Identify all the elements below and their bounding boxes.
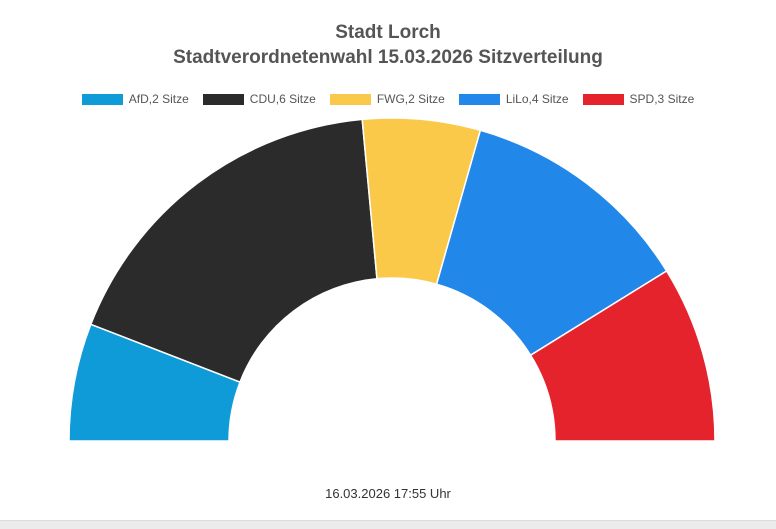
legend-label-lilo: LiLo,4 Sitze [505, 92, 569, 106]
legend-label-afd: AfD,2 Sitze [128, 92, 189, 106]
chart-title: Stadt Lorch [335, 22, 441, 43]
legend-item-fwg[interactable]: FWG,2 Sitze [329, 92, 445, 106]
legend-label-spd: SPD,3 Sitze [629, 92, 695, 106]
seat-segment-spd[interactable] [529, 269, 716, 442]
legend-item-cdu[interactable]: CDU,6 Sitze [202, 92, 316, 106]
legend-swatch-cdu [202, 93, 244, 105]
legend-swatch-fwg [329, 93, 371, 105]
chart-timestamp: 16.03.2026 17:55 Uhr [325, 486, 451, 501]
legend-swatch-afd [81, 93, 123, 105]
chart-subtitle: Stadtverordnetenwahl 15.03.2026 Sitzvert… [173, 47, 603, 68]
seat-segment-cdu[interactable] [89, 118, 378, 384]
legend-swatch-lilo [458, 93, 500, 105]
legend-swatch-spd [582, 93, 624, 105]
chart-legend: AfD,2 Sitze CDU,6 Sitze FWG,2 Sitze LiLo… [0, 92, 776, 106]
bottom-scroll-area [0, 520, 776, 529]
legend-item-spd[interactable]: SPD,3 Sitze [582, 92, 695, 106]
legend-label-cdu: CDU,6 Sitze [249, 92, 316, 106]
legend-label-fwg: FWG,2 Sitze [376, 92, 445, 106]
legend-item-afd[interactable]: AfD,2 Sitze [81, 92, 189, 106]
legend-item-lilo[interactable]: LiLo,4 Sitze [458, 92, 569, 106]
